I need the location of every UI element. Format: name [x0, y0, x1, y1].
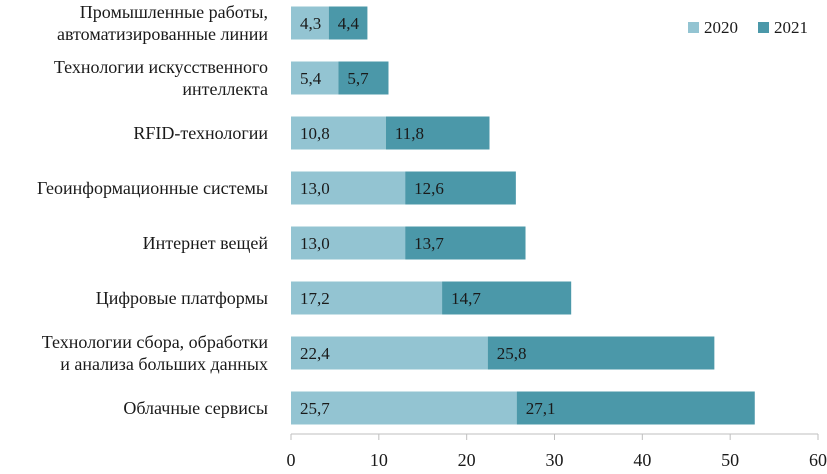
bar-2020-6 — [291, 336, 488, 370]
bar-2021-3 — [405, 171, 516, 205]
bar-2021-5 — [442, 281, 572, 315]
bar-2021-2 — [385, 116, 490, 150]
data-label-2020-5: 17,2 — [300, 289, 330, 308]
data-label-2021-5: 14,7 — [451, 289, 481, 308]
category-label-4: Интернет вещей — [143, 233, 269, 253]
category-label-6-line-0: Технологии сбора, обработки — [42, 332, 269, 352]
data-label-2020-3: 13,0 — [300, 179, 330, 198]
bar-2020-5 — [291, 281, 443, 315]
bar-2020-3 — [291, 171, 406, 205]
x-tick-label-60: 60 — [809, 450, 827, 470]
bar-2020-4 — [291, 226, 406, 260]
category-label-5: Цифровые платформы — [96, 288, 268, 308]
bar-2020-0 — [291, 6, 329, 40]
category-label-0-line-1: автоматизированные линии — [57, 24, 268, 44]
legend-swatch-2021 — [758, 22, 769, 33]
data-label-2021-1: 5,7 — [347, 69, 369, 88]
category-label-3: Геоинформационные системы — [37, 178, 268, 198]
bar-2021-6 — [487, 336, 715, 370]
data-label-2021-3: 12,6 — [414, 179, 444, 198]
bar-2021-7 — [516, 391, 755, 425]
legend-swatch-2020 — [688, 22, 699, 33]
data-label-2020-2: 10,8 — [300, 124, 330, 143]
data-label-2020-7: 25,7 — [300, 399, 330, 418]
data-label-2021-7: 27,1 — [526, 399, 556, 418]
data-label-2020-4: 13,0 — [300, 234, 330, 253]
x-tick-label-0: 0 — [287, 450, 296, 470]
data-label-2020-0: 4,3 — [300, 14, 321, 33]
data-label-2021-6: 25,8 — [497, 344, 527, 363]
data-label-2021-2: 11,8 — [395, 124, 424, 143]
category-label-6-line-1: и анализа больших данных — [60, 354, 268, 374]
x-tick-label-40: 40 — [633, 450, 651, 470]
category-label-1-line-1: интеллекта — [182, 79, 268, 99]
bar-2020-1 — [291, 61, 339, 95]
category-label-1-line-0: Технологии искусственного — [54, 57, 268, 77]
category-label-2: RFID-технологии — [133, 123, 268, 143]
bar-2021-1 — [338, 61, 389, 95]
x-tick-label-20: 20 — [458, 450, 476, 470]
bar-2021-0 — [328, 6, 368, 40]
bars-layer: 4,3 4,4 5,4 5,7 10,8 11,8 13,0 12,6 13,0 13,7 17,2… — [291, 6, 755, 425]
bar-2020-7 — [291, 391, 517, 425]
legend-label-2020: 2020 — [704, 18, 738, 37]
category-label-7: Облачные сервисы — [123, 398, 268, 418]
category-labels: Промышленные работы,автоматизированные л… — [37, 2, 268, 418]
x-tick-label-10: 10 — [370, 450, 388, 470]
bar-2020-2 — [291, 116, 386, 150]
data-label-2021-4: 13,7 — [414, 234, 444, 253]
x-tick-label-30: 30 — [546, 450, 564, 470]
x-tick-label-50: 50 — [721, 450, 739, 470]
data-label-2021-0: 4,4 — [338, 14, 360, 33]
x-axis: 0 10 20 30 40 50 60 — [287, 433, 827, 470]
legend: 2020 2021 — [688, 18, 808, 37]
data-label-2020-6: 22,4 — [300, 344, 330, 363]
legend-label-2021: 2021 — [774, 18, 808, 37]
data-label-2020-1: 5,4 — [300, 69, 322, 88]
category-label-0-line-0: Промышленные работы, — [80, 2, 268, 22]
bar-2021-4 — [405, 226, 526, 260]
